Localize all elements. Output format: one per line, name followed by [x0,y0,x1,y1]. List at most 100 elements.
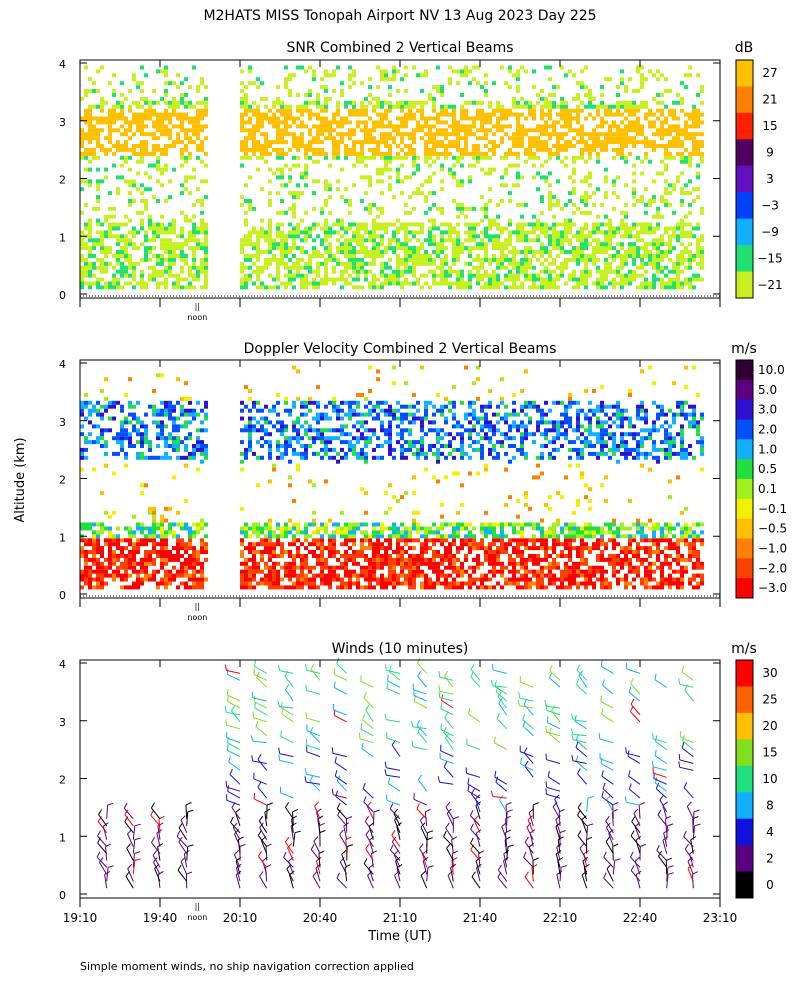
heatmap-cell [88,234,92,239]
heatmap-cell [640,104,644,109]
heatmap-cell [144,440,148,445]
heatmap-cell [676,128,680,133]
heatmap-cell [492,218,496,223]
heatmap-cell [400,116,404,121]
heatmap-cell [508,108,512,113]
heatmap-cell [148,557,152,562]
heatmap-cell [316,451,320,456]
heatmap-cell [244,281,248,286]
heatmap-cell [160,546,164,551]
heatmap-cell [108,285,112,290]
figure-title: M2HATS MISS Tonopah Airport NV 13 Aug 20… [203,8,596,24]
heatmap-cell [140,281,144,286]
heatmap-cell [524,147,528,152]
heatmap-cell [416,230,420,235]
heatmap-cell [552,277,556,282]
heatmap-cell [584,265,588,270]
heatmap-cell [192,65,196,70]
heatmap-cell [240,246,244,251]
heatmap-cell [260,250,264,254]
heatmap-cell [256,140,260,145]
heatmap-cell [276,522,280,527]
heatmap-cell [144,436,148,441]
heatmap-cell [364,222,368,227]
heatmap-cell [184,522,188,527]
heatmap-cell [256,128,260,133]
heatmap-cell [324,246,328,251]
heatmap-cell [424,69,428,74]
heatmap-cell [656,210,660,215]
heatmap-cell [420,261,424,266]
heatmap-cell [176,573,180,578]
heatmap-cell [140,222,144,227]
heatmap-cell [188,412,192,417]
heatmap-cell [84,147,88,152]
heatmap-cell [392,124,396,129]
heatmap-cell [288,246,292,251]
heatmap-cell [268,250,272,254]
heatmap-cell [488,218,492,223]
heatmap-cell [664,167,668,172]
heatmap-cell [164,257,168,262]
heatmap-cell [260,96,264,101]
heatmap-cell [164,546,168,551]
heatmap-cell [284,526,288,531]
heatmap-cell [428,132,432,137]
heatmap-cell [256,428,260,433]
heatmap-cell [580,199,584,203]
heatmap-cell [640,73,644,78]
heatmap-cell [464,108,468,113]
heatmap-cell [520,124,524,129]
heatmap-cell [688,179,692,184]
heatmap-cell [144,565,148,570]
heatmap-cell [288,459,292,464]
heatmap-cell [284,281,288,286]
heatmap-cell [640,159,644,164]
heatmap-cell [524,257,528,262]
heatmap-cell [448,124,452,129]
heatmap-cell [196,526,200,531]
heatmap-cell [480,155,484,160]
heatmap-cell [84,526,88,531]
heatmap-cell [280,451,284,456]
heatmap-cell [344,557,348,562]
heatmap-cell [396,167,400,172]
heatmap-cell [632,163,636,168]
heatmap-cell [396,116,400,121]
heatmap-cell [516,202,520,207]
heatmap-cell [140,226,144,231]
heatmap-cell [384,277,388,282]
heatmap-cell [580,155,584,160]
heatmap-cell [560,144,564,148]
heatmap-cell [600,140,604,145]
heatmap-cell [192,581,196,586]
heatmap-cell [164,444,168,448]
heatmap-cell [240,542,244,547]
heatmap-cell [580,250,584,254]
heatmap-cell [348,250,352,254]
heatmap-cell [692,254,696,258]
heatmap-cell [80,140,84,145]
heatmap-cell [496,261,500,266]
heatmap-cell [120,265,124,270]
heatmap-cell [448,151,452,156]
heatmap-cell [388,155,392,160]
heatmap-cell [368,175,372,180]
heatmap-cell [260,428,264,433]
heatmap-cell [608,218,612,223]
heatmap-cell [612,155,616,160]
heatmap-cell [700,250,704,254]
heatmap-cell [84,112,88,117]
heatmap-cell [84,550,88,554]
heatmap-cell [136,116,140,121]
heatmap-cell [240,269,244,274]
heatmap-cell [544,147,548,152]
heatmap-cell [248,436,252,441]
heatmap-cell [604,269,608,274]
heatmap-cell [336,108,340,113]
heatmap-cell [644,269,648,274]
heatmap-cell [204,550,208,554]
heatmap-cell [332,550,336,554]
heatmap-cell [108,226,112,231]
heatmap-cell [176,100,180,105]
